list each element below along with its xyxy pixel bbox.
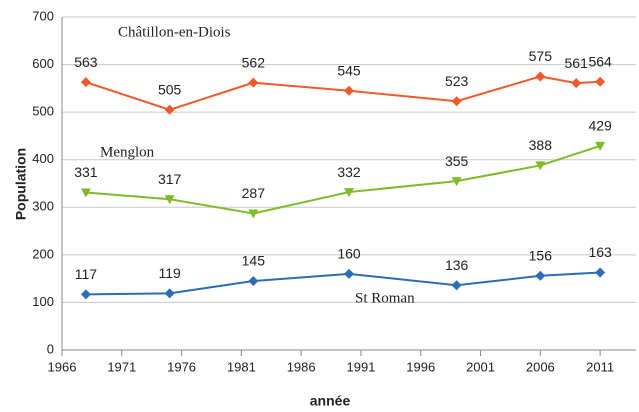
- y-tick-label: 700: [32, 8, 54, 23]
- marker: [595, 267, 606, 278]
- data-label: 564: [588, 53, 612, 69]
- y-tick-label: 500: [32, 104, 54, 119]
- marker: [451, 280, 462, 291]
- marker: [248, 77, 259, 88]
- x-tick-label: 1971: [107, 359, 136, 374]
- marker: [248, 276, 259, 287]
- data-label: 388: [529, 137, 553, 153]
- y-tick-label: 100: [32, 294, 54, 309]
- x-tick-label: 2011: [586, 359, 614, 374]
- data-label: 156: [529, 247, 553, 263]
- data-label: 119: [158, 265, 181, 281]
- x-tick-label: 2006: [526, 359, 555, 374]
- marker: [80, 77, 91, 88]
- data-label: 523: [445, 73, 469, 89]
- series-name: Châtillon-en-Diois: [118, 24, 231, 40]
- x-tick-label: 2001: [466, 359, 495, 374]
- marker: [164, 288, 175, 299]
- data-label: 563: [74, 54, 98, 70]
- data-label: 136: [445, 257, 469, 273]
- x-axis-title: année: [310, 393, 351, 409]
- marker: [344, 188, 354, 198]
- y-tick-label: 600: [32, 56, 54, 71]
- x-tick-label: 1981: [227, 359, 256, 374]
- marker: [164, 104, 175, 115]
- data-label: 163: [588, 244, 612, 260]
- x-tick-label: 1976: [167, 359, 196, 374]
- data-label: 331: [74, 164, 98, 180]
- x-tick-label: 1966: [48, 359, 77, 374]
- marker: [80, 289, 91, 300]
- data-label: 287: [242, 185, 266, 201]
- data-label: 332: [337, 164, 361, 180]
- marker: [595, 141, 606, 151]
- marker: [344, 85, 354, 96]
- marker: [451, 177, 462, 187]
- data-label: 505: [158, 81, 182, 97]
- x-tick-label: 1986: [287, 359, 316, 374]
- series-name: St Roman: [355, 290, 415, 306]
- series-name: Menglon: [100, 144, 155, 160]
- marker: [248, 209, 259, 219]
- data-label: 429: [588, 118, 612, 134]
- data-label: 317: [158, 171, 182, 187]
- marker: [535, 270, 546, 281]
- marker: [595, 76, 606, 87]
- y-tick-label: 200: [32, 246, 54, 261]
- marker: [80, 188, 91, 198]
- y-axis-title: Population: [13, 148, 29, 220]
- marker: [164, 195, 175, 205]
- data-label: 562: [242, 54, 266, 70]
- x-tick-label: 1991: [346, 359, 375, 374]
- data-label: 355: [445, 153, 469, 169]
- data-label: 561: [565, 55, 589, 71]
- series-line: [85, 75, 601, 111]
- data-label: 545: [337, 62, 361, 78]
- marker: [535, 161, 546, 171]
- marker: [535, 71, 546, 82]
- marker: [451, 96, 462, 107]
- data-label: 145: [242, 253, 266, 269]
- data-label: 575: [529, 48, 553, 64]
- x-tick-label: 1996: [406, 359, 435, 374]
- data-label: 160: [337, 246, 361, 262]
- y-tick-label: 400: [32, 151, 54, 166]
- marker: [571, 78, 582, 89]
- y-tick-label: 0: [47, 341, 54, 356]
- y-tick-label: 300: [32, 199, 54, 214]
- data-label: 117: [75, 266, 98, 282]
- marker: [344, 268, 354, 279]
